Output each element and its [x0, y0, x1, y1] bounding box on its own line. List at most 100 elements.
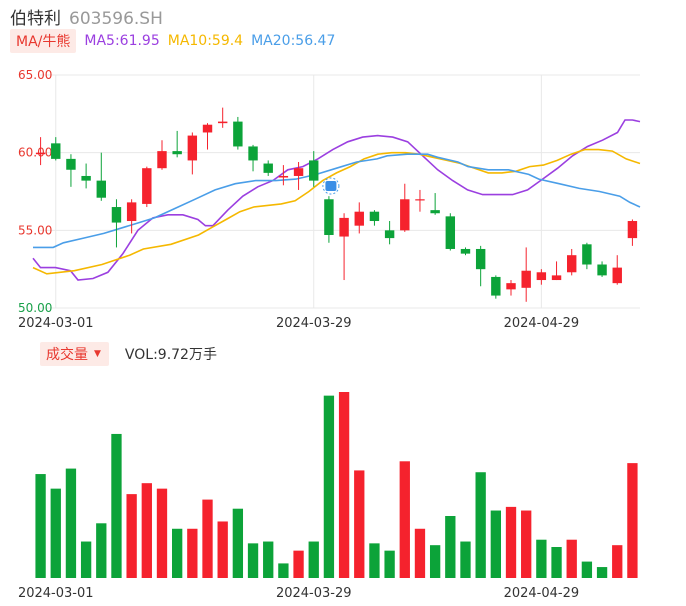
candle-body: [66, 158, 76, 170]
candle-body: [491, 276, 501, 296]
stock-header: 伯特利 603596.SH: [10, 4, 163, 29]
volume-bar: [566, 539, 577, 578]
candle-body: [278, 175, 289, 178]
ma20-line: [33, 153, 641, 249]
volume-x-tick-label: 2024-04-29: [504, 586, 580, 601]
candle-body: [612, 267, 622, 284]
candle-body: [536, 272, 547, 281]
volume-bar: [232, 508, 244, 578]
candle-body: [263, 163, 273, 173]
volume-bar: [521, 510, 532, 578]
candle-body: [293, 168, 304, 176]
volume-bar: [126, 494, 137, 578]
candle-body: [597, 264, 607, 276]
candle-body: [521, 270, 531, 288]
volume-bar: [65, 468, 77, 578]
volume-bar: [96, 523, 107, 578]
volume-bar: [354, 470, 365, 578]
candle-body: [430, 210, 440, 214]
volume-bar: [369, 543, 380, 578]
candle-body: [339, 217, 349, 237]
caret-down-icon: ▼: [94, 349, 101, 359]
volume-value: VOL:9.72万手: [124, 347, 217, 363]
volume-x-tick-label: 2024-03-01: [18, 586, 94, 601]
volume-bar: [596, 567, 608, 578]
candle-body: [400, 199, 410, 231]
candle-body: [324, 199, 334, 235]
volume-bar: [187, 528, 198, 578]
volume-bar: [581, 561, 593, 578]
stock-code: 603596.SH: [69, 9, 163, 29]
candle-body: [627, 221, 638, 239]
volume-bar: [278, 563, 289, 578]
candle-body: [460, 248, 471, 254]
ma20-legend: MA20:56.47: [251, 33, 336, 49]
volume-bar: [293, 550, 304, 578]
y-tick-label: 60.00: [18, 146, 52, 160]
ma-legend: MA/牛熊 MA5:61.95 MA10:59.4 MA20:56.47: [10, 29, 335, 53]
volume-indicator-tag[interactable]: 成交量 ▼: [40, 342, 109, 366]
ma5-legend: MA5:61.95: [84, 33, 160, 49]
volume-x-tick-label: 2024-03-29: [276, 586, 352, 601]
candle-body: [111, 207, 122, 223]
candle-body: [475, 248, 486, 270]
candle-body: [217, 121, 228, 124]
candle-body: [172, 151, 182, 155]
y-tick-label: 55.00: [18, 223, 52, 237]
candle-body: [187, 135, 198, 161]
x-tick-label: 2024-03-29: [276, 316, 352, 331]
ma-indicator-tag[interactable]: MA/牛熊: [10, 29, 77, 53]
volume-bar: [384, 550, 395, 578]
candle-body: [81, 175, 91, 181]
candle-body: [506, 283, 516, 290]
volume-bar: [308, 541, 319, 578]
volume-bar: [35, 474, 46, 578]
candle-body: [35, 152, 46, 155]
volume-bar: [111, 433, 122, 578]
candle-body: [567, 255, 577, 273]
x-tick-label: 2024-04-29: [504, 316, 580, 331]
candle-body: [248, 146, 258, 161]
volume-bar: [217, 521, 228, 578]
volume-bar: [490, 510, 501, 578]
ma10-line: [32, 148, 641, 275]
volume-bar: [536, 539, 547, 578]
y-tick-label: 50.00: [18, 301, 52, 315]
volume-bar: [399, 461, 410, 578]
candle-body: [369, 211, 380, 222]
bull-bear-badge-icon: [325, 181, 337, 191]
ma10-legend: MA10:59.4: [167, 33, 244, 49]
candle-body: [354, 211, 364, 226]
volume-bar: [323, 395, 335, 578]
candle-body: [96, 180, 106, 198]
x-tick-label: 2024-03-01: [18, 316, 94, 331]
candle-body: [233, 121, 243, 147]
volume-legend: 成交量 ▼ VOL:9.72万手: [40, 342, 217, 366]
volume-bar: [429, 545, 441, 578]
candle-body: [51, 143, 61, 159]
stock-name: 伯特利: [10, 9, 61, 29]
volume-bar: [247, 543, 259, 578]
y-tick-label: 65.00: [18, 68, 52, 82]
candle-body: [157, 151, 167, 169]
candle-body: [415, 199, 425, 201]
volume-bar: [475, 472, 486, 578]
candle-body: [142, 168, 152, 204]
volume-bar: [202, 499, 213, 578]
volume-bar: [551, 547, 562, 578]
volume-bar: [338, 392, 350, 578]
volume-bar: [141, 483, 152, 578]
volume-bar: [414, 528, 426, 578]
candle-body: [202, 124, 213, 133]
volume-bar: [172, 528, 183, 578]
volume-bar: [156, 488, 168, 578]
volume-tag-label: 成交量: [46, 347, 88, 363]
candle-body: [582, 244, 592, 265]
volume-bar: [627, 463, 638, 578]
candle-body: [551, 275, 562, 281]
volume-bar: [460, 541, 471, 578]
candle-body: [126, 202, 137, 222]
candle-body: [384, 230, 395, 239]
volume-bar: [50, 488, 61, 578]
